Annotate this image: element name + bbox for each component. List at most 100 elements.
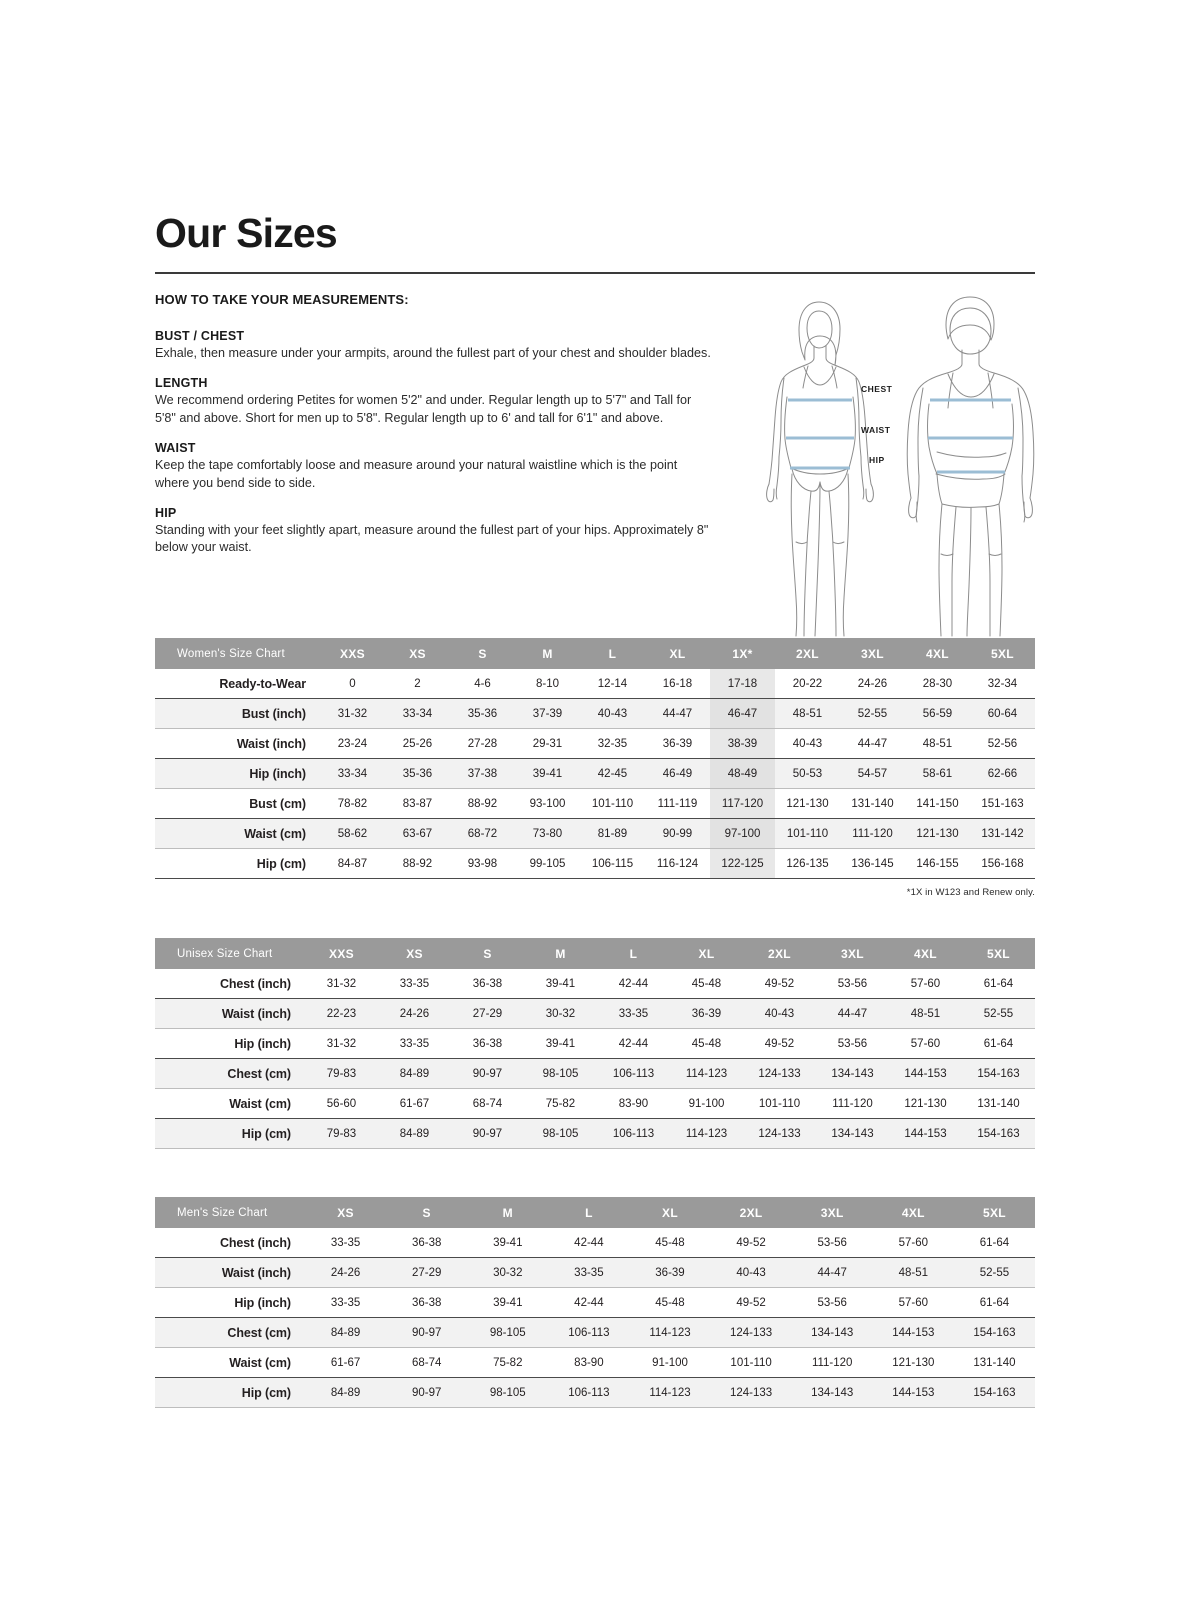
- table-cell: 88-92: [402, 857, 433, 870]
- page-title: Our Sizes: [155, 210, 338, 256]
- table-cell: 61-64: [983, 1037, 1014, 1050]
- table-cell: 81-89: [580, 818, 645, 849]
- table-cell: 68-74: [472, 1097, 503, 1110]
- table-cell: 156-168: [981, 857, 1024, 870]
- mens-size-chart-block: Men's Size Chart XS S M L XL 2XL 3XL 4XL 5XL Chest…: [155, 1197, 1035, 1408]
- table-cell: 27-29: [451, 998, 524, 1029]
- row-label: Waist (inch): [155, 998, 305, 1029]
- column-header-xs: XS: [305, 1197, 387, 1228]
- table-row: Chest (inch) 33-35 36-38 39-41 42-44 45-48 49-…: [155, 1228, 1035, 1258]
- table-cell: 52-55: [840, 698, 905, 729]
- table-cell: 98-105: [467, 1377, 549, 1408]
- column-header-xs: XS: [385, 638, 450, 669]
- table-cell: 91-100: [652, 1356, 688, 1369]
- table-cell: 68-74: [411, 1356, 442, 1369]
- row-label: Chest (cm): [155, 1317, 305, 1348]
- table-cell: 57-60: [910, 977, 941, 990]
- table-cell: 111-120: [840, 818, 905, 849]
- table-cell: 98-105: [524, 1118, 597, 1149]
- table-cell: 144-153: [889, 1058, 962, 1089]
- table-cell: 48-51: [872, 1257, 954, 1288]
- table-cell: 154-163: [962, 1118, 1035, 1149]
- table-cell: 90-97: [451, 1118, 524, 1149]
- mens-size-chart: Men's Size Chart XS S M L XL 2XL 3XL 4XL 5XL Chest…: [155, 1197, 1035, 1408]
- row-label: Waist (cm): [155, 818, 320, 849]
- table-cell: 36-39: [670, 998, 743, 1029]
- table-cell: 146-155: [916, 857, 959, 870]
- table-cell: 62-66: [970, 758, 1035, 789]
- instruction-body: Standing with your feet slightly apart, …: [155, 522, 709, 555]
- table-cell: 84-87: [337, 857, 368, 870]
- table-cell: 93-98: [467, 857, 498, 870]
- table-cell: 154-163: [953, 1377, 1035, 1408]
- table-cell: 20-22: [792, 677, 823, 690]
- column-header-2xl: 2XL: [775, 638, 840, 669]
- table-cell: 61-64: [983, 977, 1014, 990]
- table-cell: 101-110: [758, 1097, 801, 1110]
- table-cell: 31-32: [326, 1037, 357, 1050]
- table-cell: 124-133: [710, 1317, 792, 1348]
- row-label: Chest (inch): [219, 1235, 291, 1250]
- body-measurement-diagram: CHEST WAIST HIP: [751, 292, 1041, 642]
- table-cell: 48-51: [922, 737, 953, 750]
- table-cell: 32-34: [987, 677, 1018, 690]
- table-cell: 144-153: [889, 1118, 962, 1149]
- table-cell: 126-135: [786, 857, 829, 870]
- table-cell: 36-39: [629, 1257, 711, 1288]
- table-cell: 97-100: [710, 818, 775, 849]
- table-cell: 0: [349, 677, 356, 690]
- table-cell: 37-38: [450, 758, 515, 789]
- table-cell: 17-18: [710, 669, 775, 699]
- column-header-s: S: [450, 638, 515, 669]
- table-cell: 45-48: [691, 977, 722, 990]
- table-cell: 36-38: [472, 977, 503, 990]
- table-corner-label: Unisex Size Chart: [155, 938, 305, 969]
- column-header-3xl: 3XL: [791, 1197, 873, 1228]
- column-header-4xl: 4XL: [889, 938, 962, 969]
- table-cell: 45-48: [655, 1296, 685, 1309]
- table-cell: 61-67: [330, 1356, 361, 1369]
- row-label: Waist (inch): [155, 1257, 305, 1288]
- table-cell: 42-44: [574, 1236, 604, 1249]
- table-cell: 53-56: [817, 1296, 847, 1309]
- table-row: Waist (inch) 23-24 25-26 27-28 29-31 32-35 36-…: [155, 728, 1035, 759]
- table-cell: 134-143: [791, 1377, 873, 1408]
- table-cell: 46-47: [710, 698, 775, 729]
- table-cell: 131-142: [970, 818, 1035, 849]
- table-cell: 48-51: [775, 698, 840, 729]
- table-cell: 38-39: [710, 728, 775, 759]
- table-cell: 49-52: [736, 1296, 766, 1309]
- table-cell: 98-105: [524, 1058, 597, 1089]
- table-cell: 124-133: [743, 1058, 816, 1089]
- table-cell: 90-97: [386, 1317, 468, 1348]
- table-cell: 75-82: [545, 1097, 576, 1110]
- table-cell: 121-130: [786, 797, 829, 810]
- table-cell: 54-57: [840, 758, 905, 789]
- row-label: Hip (inch): [155, 758, 320, 789]
- column-header-3xl: 3XL: [816, 938, 889, 969]
- table-cell: 61-64: [979, 1236, 1010, 1249]
- table-row: Chest (inch) 31-32 33-35 36-38 39-41 42-44 45-…: [155, 969, 1035, 999]
- table-cell: 35-36: [450, 698, 515, 729]
- row-label: Bust (inch): [155, 698, 320, 729]
- table-cell: 63-67: [385, 818, 450, 849]
- table-row: Waist (inch) 22-23 24-26 27-29 30-32 33-35 36-…: [155, 998, 1035, 1029]
- table-cell: 53-56: [837, 1037, 868, 1050]
- table-row: Hip (inch) 33-34 35-36 37-38 39-41 42-45 46-49…: [155, 758, 1035, 789]
- column-header-5xl: 5XL: [970, 638, 1035, 669]
- table-cell: 33-35: [548, 1257, 630, 1288]
- column-header-5xl: 5XL: [962, 938, 1035, 969]
- table-cell: 122-125: [710, 848, 775, 879]
- table-cell: 106-113: [548, 1377, 630, 1408]
- column-header-5xl: 5XL: [953, 1197, 1035, 1228]
- instruction-body: Exhale, then measure under your armpits,…: [155, 346, 711, 360]
- table-cell: 84-89: [305, 1377, 387, 1408]
- column-header-2xl: 2XL: [743, 938, 816, 969]
- table-cell: 49-52: [736, 1236, 766, 1249]
- column-header-xl: XL: [629, 1197, 711, 1228]
- column-header-l: L: [548, 1197, 630, 1228]
- table-cell: 12-14: [597, 677, 628, 690]
- instruction-heading: WAIST: [155, 441, 196, 456]
- table-cell: 52-55: [953, 1257, 1035, 1288]
- table-cell: 33-35: [597, 998, 670, 1029]
